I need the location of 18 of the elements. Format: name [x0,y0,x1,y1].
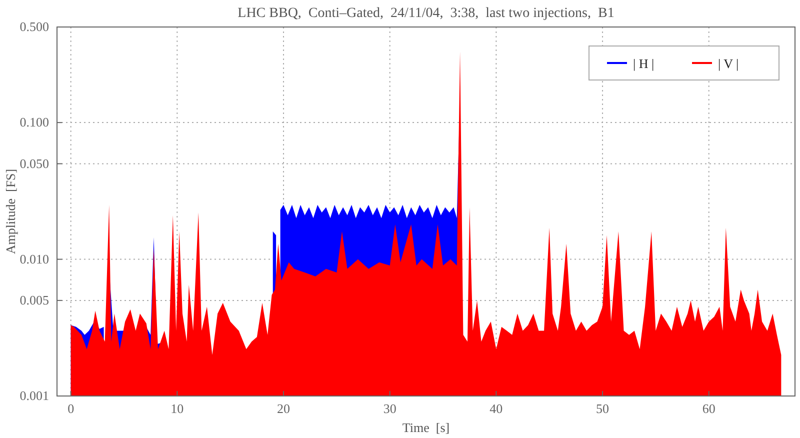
legend-label: | H | [633,56,654,71]
x-tick-label: 40 [490,401,503,416]
x-tick-label: 30 [383,401,396,416]
y-tick-label: 0.100 [20,114,49,130]
y-tick-label: 0.050 [20,156,49,171]
chart-title: LHC BBQ, Conti–Gated, 24/11/04, 3:38, last two injections, B1 [238,6,614,21]
x-tick-label: 10 [170,401,184,416]
x-tick-label: 0 [68,401,74,416]
y-tick-label: 0.500 [20,19,49,34]
x-tick-label: 50 [596,401,610,416]
y-tick-label: 0.010 [20,251,49,266]
legend-label: | V | [718,56,739,71]
y-tick-label: 0.005 [20,292,49,308]
y-tick-label: 0.001 [20,388,49,404]
y-axis-title: Amplitude [FS] [3,168,18,254]
x-tick-label: 20 [277,401,290,416]
x-tick-label: 60 [702,401,716,416]
x-axis-title: Time [s] [402,420,450,435]
